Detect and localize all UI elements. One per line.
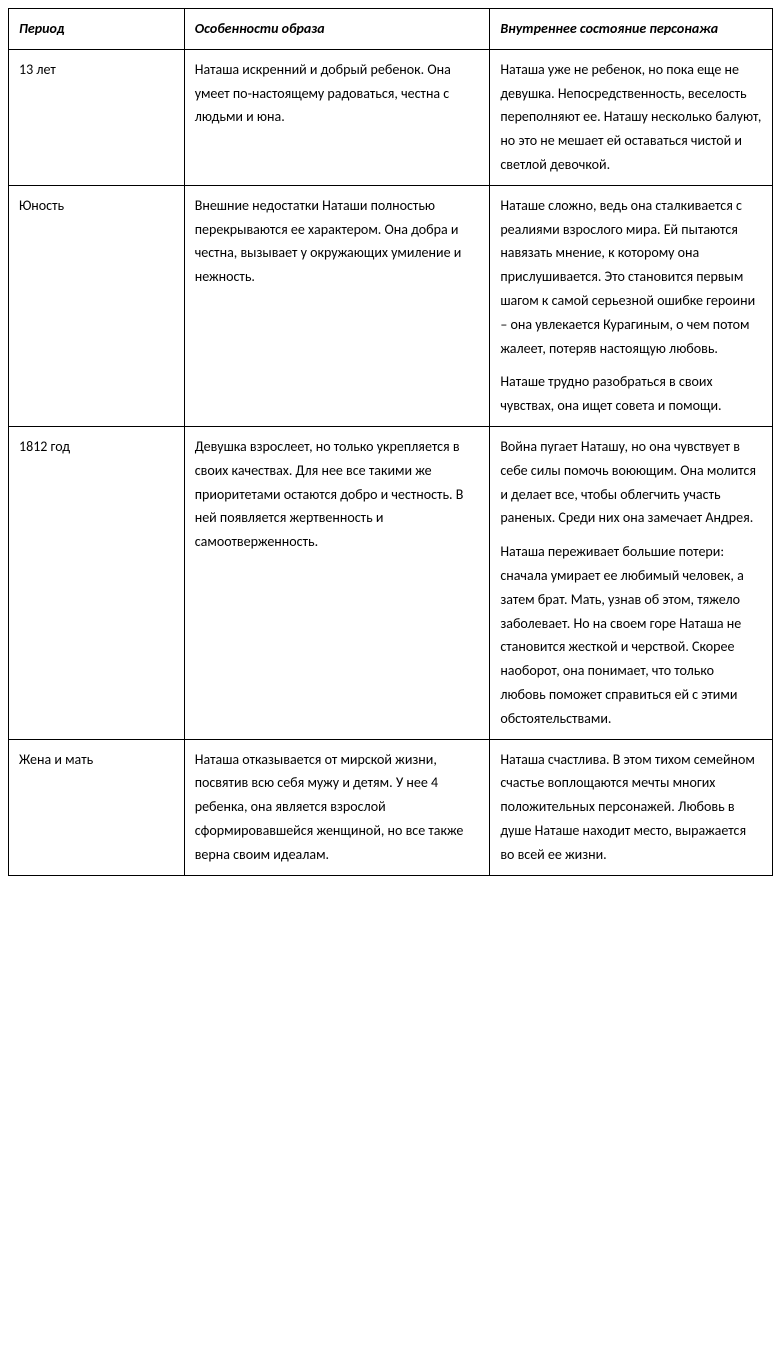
- features-paragraph: Внешние недостатки Наташи полностью пере…: [195, 194, 480, 289]
- cell-period: 1812 год: [9, 426, 185, 739]
- cell-state: Наташа счастлива. В этом тихом семейном …: [490, 739, 773, 875]
- table-header: Период Особенности образа Внутреннее сос…: [9, 9, 773, 50]
- cell-features: Наташа отказывается от мирской жизни, по…: [184, 739, 490, 875]
- state-paragraph: Наташа счастлива. В этом тихом семейном …: [500, 748, 762, 867]
- state-paragraph: Наташа уже не ребенок, но пока еще не де…: [500, 58, 762, 177]
- cell-features: Девушка взрослеет, но только укрепляется…: [184, 426, 490, 739]
- table-row: 1812 год Девушка взрослеет, но только ук…: [9, 426, 773, 739]
- table-row: Юность Внешние недостатки Наташи полност…: [9, 185, 773, 426]
- cell-features: Внешние недостатки Наташи полностью пере…: [184, 185, 490, 426]
- cell-state: Наташе сложно, ведь она сталкивается с р…: [490, 185, 773, 426]
- cell-period: 13 лет: [9, 49, 185, 185]
- state-paragraph: Наташе сложно, ведь она сталкивается с р…: [500, 194, 762, 361]
- character-table: Период Особенности образа Внутреннее сос…: [8, 8, 773, 876]
- cell-period: Жена и мать: [9, 739, 185, 875]
- header-state: Внутреннее состояние персонажа: [490, 9, 773, 50]
- table-body: 13 лет Наташа искренний и добрый ребенок…: [9, 49, 773, 875]
- header-period: Период: [9, 9, 185, 50]
- table-row: Жена и мать Наташа отказывается от мирск…: [9, 739, 773, 875]
- header-row: Период Особенности образа Внутреннее сос…: [9, 9, 773, 50]
- header-features: Особенности образа: [184, 9, 490, 50]
- state-paragraph: Война пугает Наташу, но она чувствует в …: [500, 435, 762, 530]
- cell-state: Наташа уже не ребенок, но пока еще не де…: [490, 49, 773, 185]
- features-paragraph: Девушка взрослеет, но только укрепляется…: [195, 435, 480, 554]
- cell-features: Наташа искренний и добрый ребенок. Она у…: [184, 49, 490, 185]
- cell-period: Юность: [9, 185, 185, 426]
- state-paragraph: Наташе трудно разобраться в своих чувств…: [500, 370, 762, 418]
- cell-state: Война пугает Наташу, но она чувствует в …: [490, 426, 773, 739]
- state-paragraph: Наташа переживает большие потери: сначал…: [500, 540, 762, 730]
- table-row: 13 лет Наташа искренний и добрый ребенок…: [9, 49, 773, 185]
- features-paragraph: Наташа отказывается от мирской жизни, по…: [195, 748, 480, 867]
- features-paragraph: Наташа искренний и добрый ребенок. Она у…: [195, 58, 480, 129]
